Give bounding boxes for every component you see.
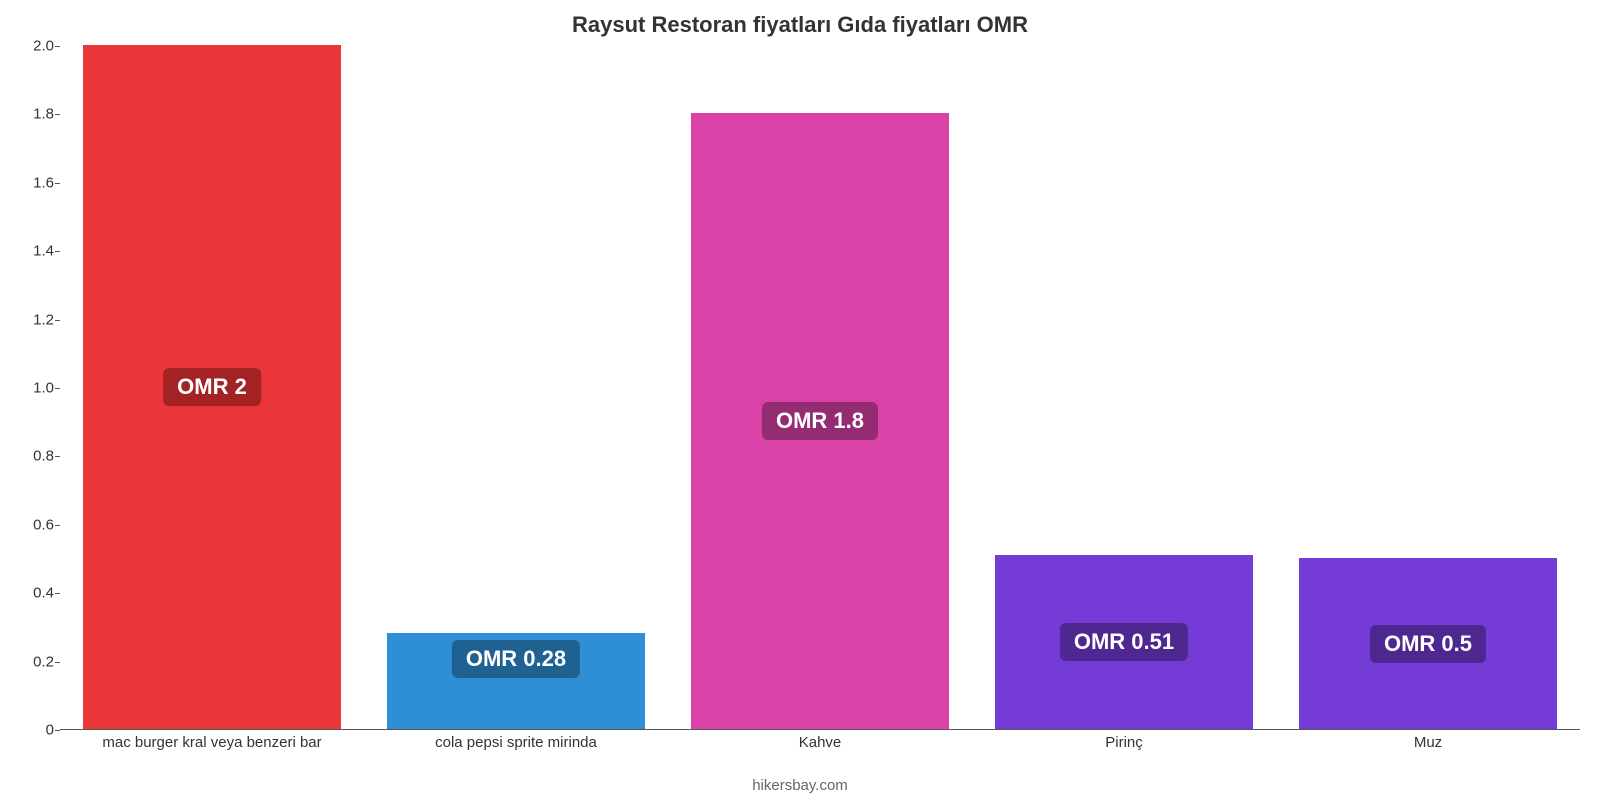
y-tick-label: 1.2 (14, 311, 54, 328)
y-tick-mark (55, 46, 60, 47)
bar-slot: OMR 0.51 (972, 46, 1276, 729)
price-bar-chart: Raysut Restoran fiyatları Gıda fiyatları… (0, 0, 1600, 800)
bar-value-badge: OMR 1.8 (762, 402, 878, 440)
bar-value-badge: OMR 0.5 (1370, 625, 1486, 663)
plot-area: OMR 2OMR 0.28OMR 1.8OMR 0.51OMR 0.5 00.2… (60, 46, 1580, 730)
bar-slot: OMR 2 (60, 46, 364, 729)
x-axis-label: Muz (1276, 734, 1580, 751)
x-axis-label: Kahve (668, 734, 972, 751)
y-tick-mark (55, 251, 60, 252)
bar-value-badge: OMR 0.28 (452, 640, 580, 678)
y-tick-label: 0 (14, 722, 54, 739)
y-tick-label: 0.4 (14, 585, 54, 602)
x-axis-label: mac burger kral veya benzeri bar (60, 734, 364, 751)
x-axis-label: Pirinç (972, 734, 1276, 751)
y-tick-mark (55, 114, 60, 115)
y-tick-mark (55, 456, 60, 457)
y-tick-label: 1.8 (14, 106, 54, 123)
chart-footer: hikersbay.com (0, 777, 1600, 794)
y-tick-mark (55, 662, 60, 663)
bars-layer: OMR 2 OMR 0.28 OMR 1.8 OMR 0.51 OMR 0.5 (60, 46, 1580, 729)
y-tick-label: 0.2 (14, 653, 54, 670)
y-tick-mark (55, 320, 60, 321)
y-tick-label: 2.0 (14, 38, 54, 55)
y-tick-label: 1.4 (14, 243, 54, 260)
y-tick-mark (55, 593, 60, 594)
y-tick-label: 1.0 (14, 380, 54, 397)
x-axis-label: cola pepsi sprite mirinda (364, 734, 668, 751)
y-tick-label: 1.6 (14, 174, 54, 191)
y-tick-mark (55, 183, 60, 184)
bar-value-badge: OMR 2 (163, 368, 261, 406)
bar-slot: OMR 1.8 (668, 46, 972, 729)
y-tick-mark (55, 525, 60, 526)
bar-slot: OMR 0.28 (364, 46, 668, 729)
y-tick-mark (55, 388, 60, 389)
y-tick-label: 0.6 (14, 516, 54, 533)
y-tick-mark (55, 730, 60, 731)
bar-slot: OMR 0.5 (1276, 46, 1580, 729)
y-tick-label: 0.8 (14, 448, 54, 465)
chart-title: Raysut Restoran fiyatları Gıda fiyatları… (0, 12, 1600, 38)
bar-value-badge: OMR 0.51 (1060, 623, 1188, 661)
